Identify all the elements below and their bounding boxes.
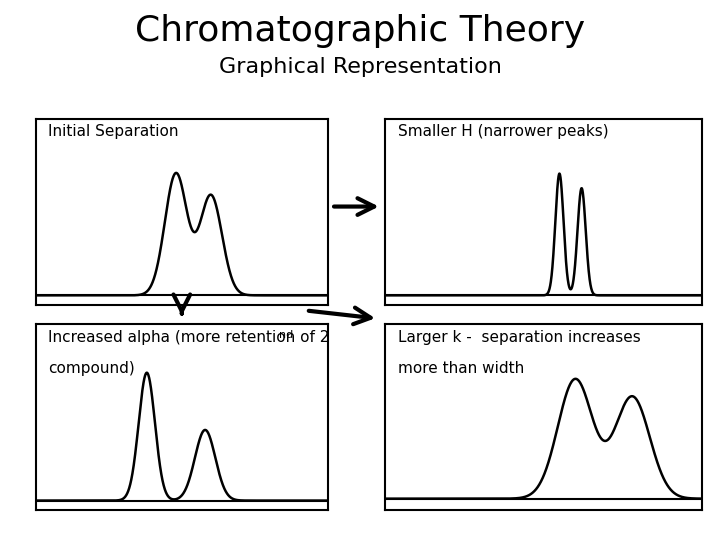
Text: Chromatographic Theory: Chromatographic Theory (135, 14, 585, 48)
Text: compound): compound) (48, 361, 135, 376)
Text: Graphical Representation: Graphical Representation (219, 57, 501, 77)
Text: Larger k -  separation increases: Larger k - separation increases (398, 329, 641, 345)
Text: nd: nd (279, 329, 294, 340)
Text: Initial Separation: Initial Separation (48, 124, 178, 139)
Text: Smaller H (narrower peaks): Smaller H (narrower peaks) (398, 124, 608, 139)
Text: Increased alpha (more retention of 2: Increased alpha (more retention of 2 (48, 329, 329, 345)
Text: more than width: more than width (398, 361, 524, 376)
